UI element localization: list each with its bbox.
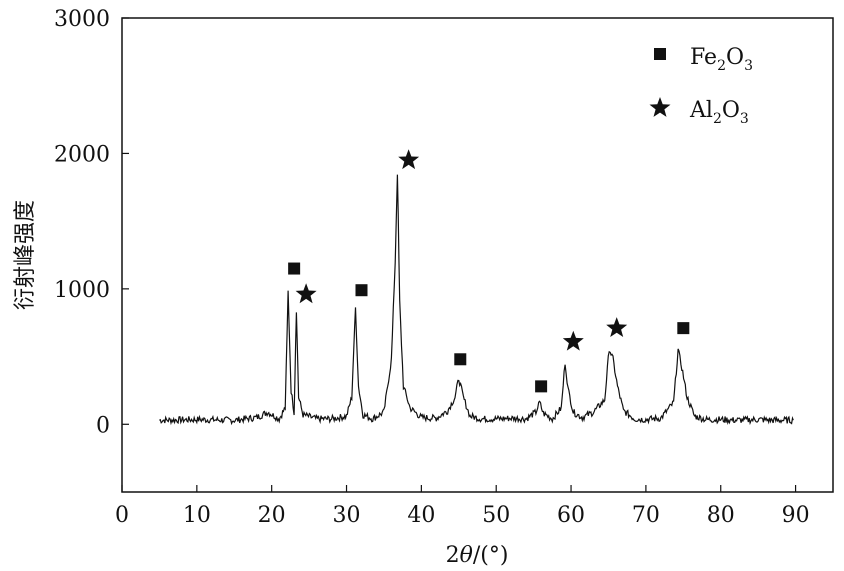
x-tick-label: 0 xyxy=(115,503,129,528)
phase-markers xyxy=(288,149,690,393)
legend-star-marker xyxy=(649,97,671,117)
x-axis: 0 10 20 30 40 50 60 70 80 90 xyxy=(115,485,810,528)
legend-square-marker xyxy=(654,48,666,60)
al2o3-star-marker xyxy=(562,330,584,351)
al2o3-star-marker xyxy=(295,283,317,304)
fe2o3-square-marker xyxy=(288,262,301,275)
legend-label-al2o3: Al2O3 xyxy=(689,98,749,127)
x-tick-label: 90 xyxy=(782,503,810,528)
y-tick-label: 3000 xyxy=(54,7,110,32)
fe2o3-square-marker xyxy=(535,380,548,393)
x-tick-label: 50 xyxy=(482,503,510,528)
diffraction-line xyxy=(159,174,794,426)
y-tick-label: 0 xyxy=(96,413,110,438)
x-axis-label: 2θ/(°) xyxy=(446,543,509,568)
plot-frame xyxy=(121,17,834,493)
x-tick-label: 80 xyxy=(707,503,735,528)
x-tick-label: 20 xyxy=(258,503,286,528)
y-axis-label: 衍射峰强度 xyxy=(13,200,38,310)
y-axis: 0 1000 2000 3000 xyxy=(54,7,129,438)
y-tick-label: 2000 xyxy=(54,142,110,167)
x-tick-label: 40 xyxy=(407,503,435,528)
fe2o3-square-marker xyxy=(355,284,368,297)
x-tick-label: 60 xyxy=(557,503,585,528)
legend: Fe2O3 Al2O3 xyxy=(649,45,753,127)
fe2o3-square-marker xyxy=(454,353,467,366)
x-tick-label: 10 xyxy=(183,503,211,528)
fe2o3-square-marker xyxy=(677,322,690,335)
al2o3-star-marker xyxy=(398,149,420,170)
al2o3-star-marker xyxy=(606,317,628,337)
y-tick-label: 1000 xyxy=(54,278,110,303)
x-tick-label: 30 xyxy=(333,503,361,528)
legend-label-fe2o3: Fe2O3 xyxy=(690,45,753,74)
x-tick-label: 70 xyxy=(632,503,660,528)
